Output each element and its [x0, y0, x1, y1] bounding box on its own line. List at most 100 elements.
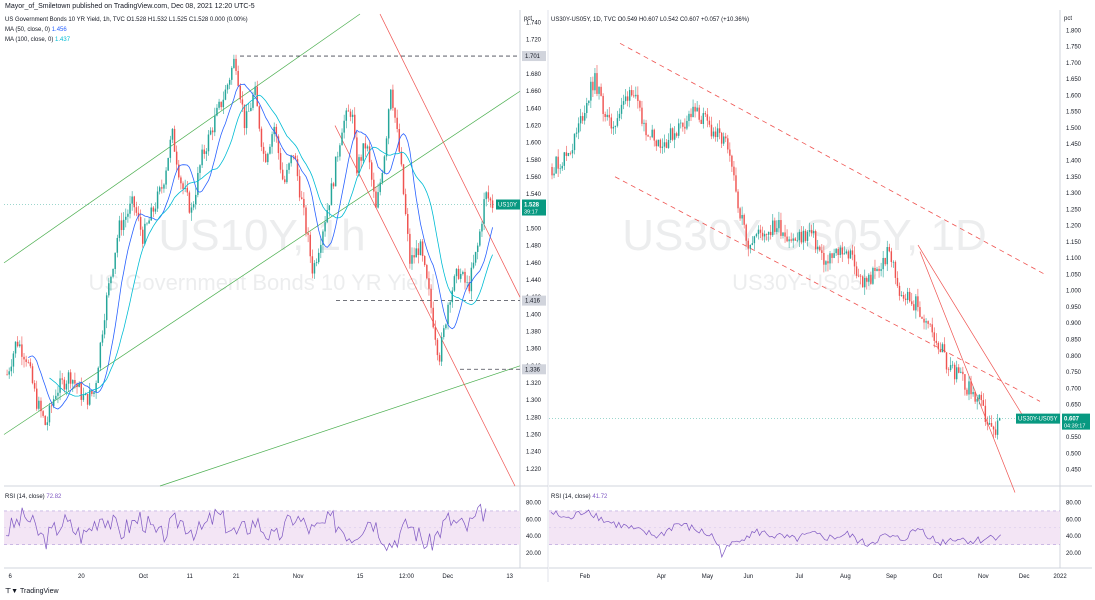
price-tick-label: 0.650: [1066, 403, 1082, 409]
price-tick-label: 1.550: [1066, 110, 1082, 116]
chart-panel-2: US30Y-US05Y, 1D US30Y-US05Y pct 1.800 1.750 1…: [549, 10, 1092, 580]
candle-body: [144, 223, 146, 244]
legend-ma50-label: MA (50, close, 0): [5, 27, 52, 33]
candle-body: [226, 84, 229, 90]
candle-body: [464, 271, 466, 283]
candle-body: [72, 380, 74, 384]
tradingview-brand: ⊤▼ TradingView: [5, 587, 59, 595]
candle-body: [667, 139, 670, 148]
price-tick-label: 1.740: [526, 21, 542, 27]
candle-body: [714, 131, 717, 138]
candle-body: [970, 381, 972, 395]
price-tick-label: 0.800: [1066, 354, 1082, 360]
candle-body: [821, 250, 823, 253]
price-tick-label: 0.500: [1066, 451, 1082, 457]
candle-body: [796, 240, 799, 241]
candle-body: [686, 120, 688, 129]
candle-body: [95, 383, 97, 393]
candle-body: [657, 139, 660, 147]
candle-body: [673, 133, 676, 140]
candle-body: [606, 114, 608, 117]
candle-body: [349, 111, 352, 117]
candle-body: [63, 379, 66, 390]
candle-body: [669, 128, 672, 140]
candle-body: [142, 229, 144, 244]
ma50-line: [28, 83, 493, 410]
candle-body: [651, 129, 653, 138]
price-tick-label: 1.320: [526, 381, 542, 387]
rsi-tick-label: 40.00: [526, 534, 542, 540]
candle-body: [387, 109, 390, 139]
candle-body: [273, 126, 275, 135]
candle-body: [8, 371, 10, 375]
candle-body: [42, 411, 44, 416]
candle-body: [481, 223, 483, 232]
candle-body: [900, 295, 903, 296]
candle-body: [207, 134, 210, 152]
candle-body: [23, 356, 25, 360]
candle-body: [476, 245, 479, 252]
ticker-tag-label: US10Y: [498, 203, 517, 209]
candle-body: [82, 395, 85, 400]
candle-body: [385, 138, 388, 157]
candle-body: [209, 130, 212, 135]
candle-body: [12, 353, 15, 367]
candle-body: [137, 212, 140, 217]
time-tick-label: Nov: [293, 574, 304, 580]
candle-body: [682, 122, 684, 127]
candle-body: [573, 133, 576, 151]
candle-body: [645, 122, 647, 136]
candle-body: [776, 228, 778, 232]
candle-body: [152, 207, 155, 212]
time-tick-label: Feb: [580, 574, 591, 580]
candle-body: [731, 155, 733, 167]
candle-body: [692, 106, 694, 118]
time-tick-label: Jul: [796, 574, 804, 580]
candle-body: [735, 175, 737, 192]
candle-body: [35, 388, 38, 409]
candle-body: [884, 257, 886, 265]
legend-ma50-value: 1.456: [52, 27, 68, 33]
candle-body: [241, 99, 244, 105]
candle-body: [665, 142, 668, 148]
candle-body: [59, 378, 61, 393]
candle-body: [447, 304, 449, 325]
candle-body: [966, 389, 968, 395]
candle-body: [394, 107, 396, 118]
candle-body: [52, 399, 55, 406]
candle-body: [190, 207, 193, 213]
candle-body: [704, 113, 707, 115]
price-tick-label: 1.050: [1066, 272, 1082, 278]
level-tag: [522, 51, 546, 62]
candle-body: [231, 67, 233, 80]
candle-body: [749, 244, 752, 249]
candle-body: [171, 128, 174, 140]
candle-body: [610, 117, 613, 129]
candle-body: [472, 262, 475, 268]
candle-body: [741, 214, 743, 219]
candle-body: [886, 247, 888, 265]
price-unit-label: pct: [524, 16, 532, 22]
candle-body: [173, 128, 176, 152]
candle-body: [122, 219, 125, 231]
candle-body: [6, 374, 8, 376]
rsi-tick-label: 20.00: [526, 551, 542, 557]
time-tick-label: Dec: [1019, 574, 1030, 580]
candle-body: [649, 136, 651, 138]
legend-ma100: MA (100, close, 0) 1.437: [5, 37, 71, 43]
candle-body: [407, 214, 409, 234]
candle-body: [868, 274, 870, 282]
rsi-legend-label: RSI (14, close): [5, 494, 46, 500]
candle-body: [698, 107, 700, 120]
candle-body: [716, 128, 719, 138]
candle-body: [723, 136, 725, 144]
candle-body: [267, 153, 269, 163]
candle-body: [859, 275, 862, 277]
candle-body: [445, 324, 447, 329]
candle-body: [426, 265, 428, 279]
candle-body: [710, 124, 713, 137]
candle-body: [269, 146, 271, 154]
candle-body: [917, 296, 919, 308]
candle-body: [956, 367, 958, 380]
